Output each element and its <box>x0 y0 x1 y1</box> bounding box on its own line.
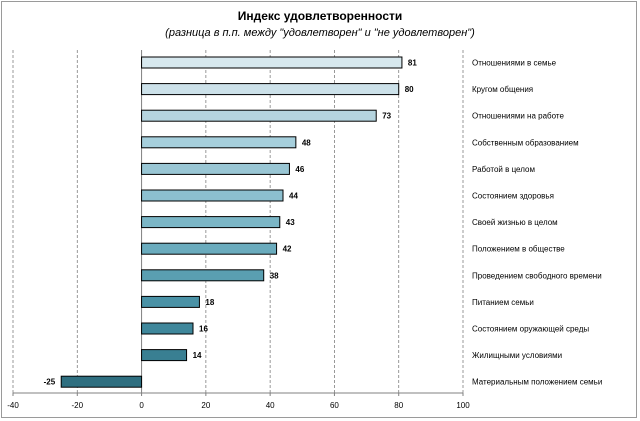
bar <box>141 189 284 202</box>
category-label: Своей жизнью в целом <box>472 218 558 227</box>
bar <box>141 322 194 335</box>
bar <box>141 162 290 175</box>
data-label: 46 <box>295 165 304 174</box>
category-label: Проведением свободного времени <box>472 271 602 280</box>
data-label: -25 <box>44 378 56 387</box>
category-label: Состоянием здоровья <box>472 192 554 201</box>
data-label: 14 <box>193 351 202 360</box>
bar <box>60 375 143 388</box>
data-label: 42 <box>283 245 292 254</box>
data-label: 38 <box>270 271 279 280</box>
bar <box>141 109 377 122</box>
category-label: Отношениями в семье <box>472 59 557 68</box>
bar <box>141 83 400 96</box>
bar <box>141 349 188 362</box>
x-tick-label: 80 <box>394 401 403 410</box>
category-label: Питанием семьи <box>472 298 534 307</box>
data-label: 43 <box>286 218 295 227</box>
category-label: Работой в целом <box>472 165 535 174</box>
gridlines <box>12 50 464 393</box>
x-tick-label: -40 <box>7 401 19 410</box>
bar <box>141 56 403 69</box>
chart-subtitle: (разница в п.п. между "удовлетворен" и "… <box>165 27 475 39</box>
data-label: 80 <box>405 85 414 94</box>
bars <box>60 56 403 388</box>
data-label: 81 <box>408 59 417 68</box>
bar <box>141 269 265 282</box>
bar <box>141 295 200 308</box>
category-label: Состоянием оружающей среды <box>472 325 589 334</box>
x-tick-label: 40 <box>266 401 275 410</box>
category-labels: Отношениями в семье Кругом общения Отношен… <box>472 59 602 387</box>
x-tick-label: 100 <box>456 401 470 410</box>
category-label: Собственным образованием <box>472 138 579 147</box>
data-label: 73 <box>382 112 391 121</box>
bar <box>141 242 278 255</box>
bar <box>141 216 281 229</box>
category-label: Материальным положением семьи <box>472 378 602 387</box>
data-label: 48 <box>302 138 311 147</box>
bar <box>141 136 297 149</box>
data-label: 16 <box>199 325 208 334</box>
x-axis: -40 -20 0 20 40 60 80 100 <box>7 50 470 410</box>
category-label: Кругом общения <box>472 85 533 94</box>
category-label: Отношениями на работе <box>472 112 564 121</box>
x-tick-label: -20 <box>72 401 84 410</box>
x-tick-label: 60 <box>330 401 339 410</box>
x-tick-label: 0 <box>139 401 144 410</box>
x-tick-label: 20 <box>201 401 210 410</box>
chart-title: Индекс удовлетворенности <box>238 9 403 23</box>
data-label: 44 <box>289 192 298 201</box>
category-label: Положением в обществе <box>472 245 565 254</box>
data-label: 18 <box>205 298 214 307</box>
category-label: Жилищными условиями <box>472 351 562 360</box>
data-labels: 81 80 73 48 46 44 43 42 38 18 16 14 -25 <box>44 59 418 387</box>
